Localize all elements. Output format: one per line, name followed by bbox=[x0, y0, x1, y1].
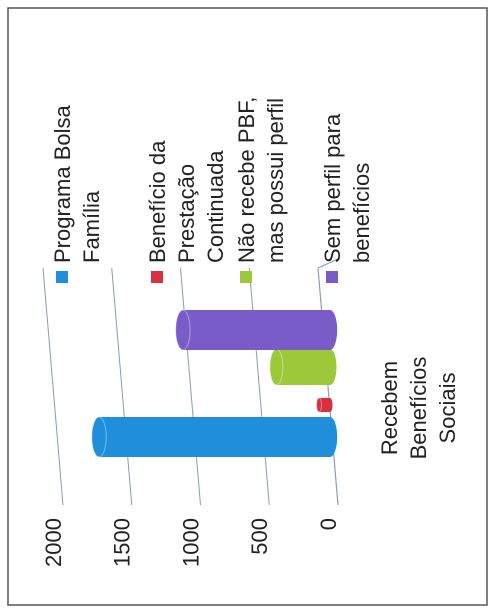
legend-wrap: Programa Bolsa Família bbox=[50, 105, 104, 263]
bar-top bbox=[175, 309, 191, 351]
bar-cap bbox=[323, 349, 337, 385]
legend-swatch bbox=[56, 271, 68, 283]
legend-label: Sem perfil para benefícios bbox=[320, 113, 374, 263]
bar-top bbox=[269, 348, 284, 386]
bar bbox=[276, 349, 330, 385]
chart: 0 500 1000 1500 2000 Recebem Benefícios Socia… bbox=[41, 96, 460, 567]
legend-label: Não recebe PBF, mas possui perfil bbox=[234, 96, 288, 263]
bar-top bbox=[91, 416, 107, 458]
frame bbox=[7, 7, 488, 606]
grid-line bbox=[111, 267, 133, 506]
legend-wrap: Não recebe PBF, mas possui perfil bbox=[234, 96, 288, 263]
legend-label: Benefício da Prestação Continuada bbox=[145, 140, 228, 263]
legend-wrap: Benefício da Prestação Continuada bbox=[145, 140, 228, 263]
y-tick-label: 2000 bbox=[41, 518, 66, 567]
bar-cap bbox=[327, 398, 333, 412]
bar bbox=[319, 398, 330, 412]
floor-line bbox=[317, 267, 339, 506]
y-tick-label: 1000 bbox=[178, 518, 203, 567]
bar-cap bbox=[322, 417, 338, 457]
grid-line bbox=[42, 267, 64, 506]
bar bbox=[99, 417, 330, 457]
legend-wrap: Sem perfil para benefícios bbox=[320, 113, 374, 263]
legend-swatch bbox=[151, 271, 163, 283]
x-tick-label: Recebem Benefícios Sociais bbox=[377, 356, 460, 460]
legend-label: Programa Bolsa Família bbox=[50, 105, 104, 263]
bar bbox=[182, 310, 330, 350]
floor-line bbox=[317, 257, 341, 269]
bar-top bbox=[315, 397, 323, 413]
legend-swatch bbox=[326, 271, 338, 283]
grid-line bbox=[180, 267, 201, 506]
y-tick-label: 500 bbox=[247, 518, 272, 555]
legend-swatch bbox=[240, 271, 252, 283]
category-wrap: Recebem Benefícios Sociais bbox=[377, 356, 460, 460]
y-tick-label: 0 bbox=[316, 518, 341, 530]
grid-line bbox=[248, 267, 270, 506]
bar-cap bbox=[322, 310, 338, 350]
y-tick-label: 1500 bbox=[110, 518, 135, 567]
